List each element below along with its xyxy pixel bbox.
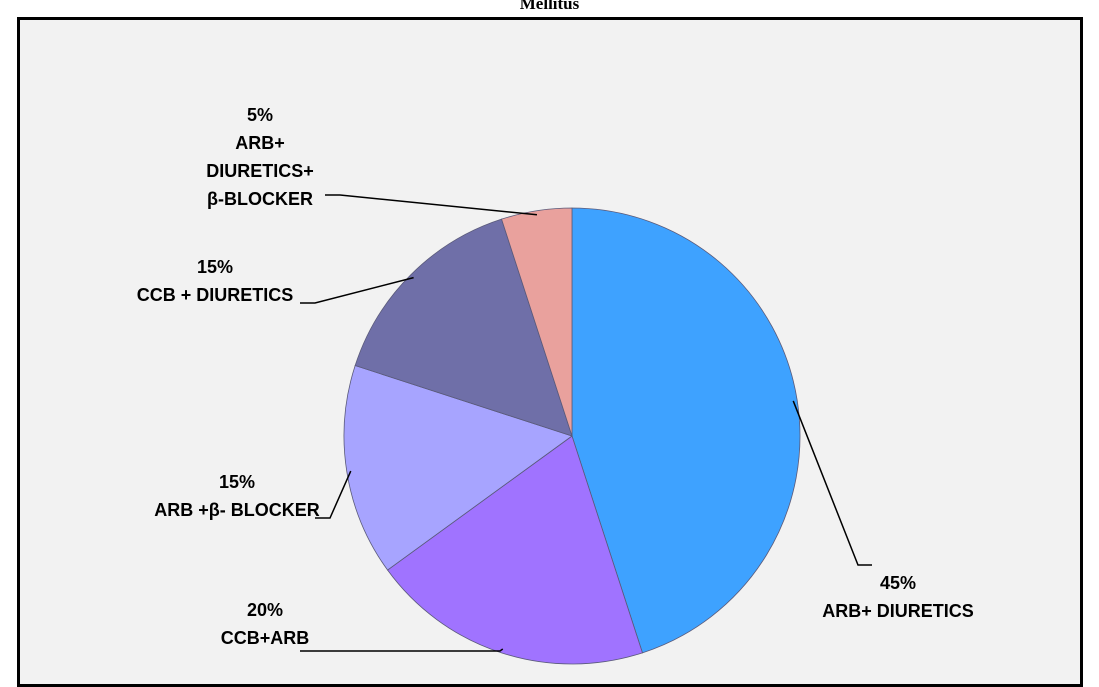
slice-value-label: 15% (196, 257, 234, 277)
slice-category-label: ARB+ DIURETICS+ β-BLOCKER (206, 133, 314, 209)
pie-slice (501, 207, 573, 437)
pie-slice (343, 365, 573, 571)
leader-line (325, 194, 538, 216)
pie-slice (354, 218, 573, 437)
leader-line (300, 648, 504, 652)
leader-line (792, 400, 872, 566)
slice-value-label: 5% (246, 105, 273, 125)
slice-category-label: CCB+ARB (220, 628, 310, 648)
slice-value-label: 15% (218, 472, 256, 492)
pie-slice (571, 207, 801, 654)
slice-value-label: 20% (246, 600, 284, 620)
slice-value-label: 45% (879, 573, 917, 593)
chart-title: Mellitus (519, 0, 580, 13)
pie-slice (386, 435, 643, 665)
slice-category-label: CCB + DIURETICS (136, 285, 294, 305)
leader-line (315, 470, 352, 519)
leader-line (300, 276, 414, 304)
slice-category-label: ARB+ DIURETICS (822, 601, 974, 621)
slice-category-label: ARB +β- BLOCKER (154, 500, 320, 520)
